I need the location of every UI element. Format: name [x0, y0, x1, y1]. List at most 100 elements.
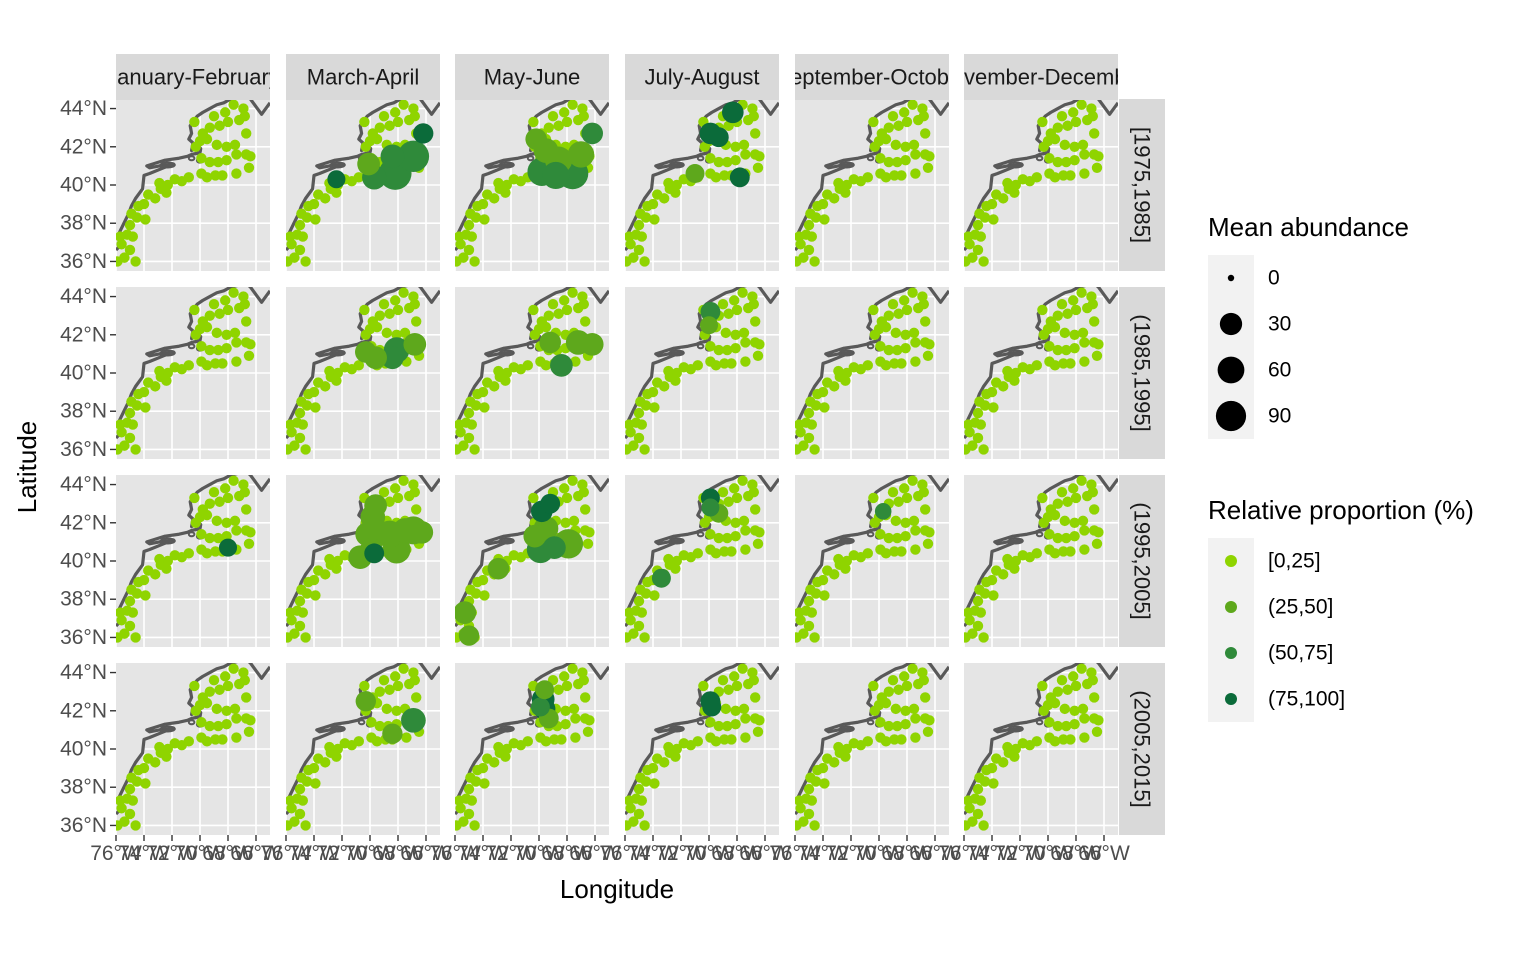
station-point — [162, 555, 173, 567]
x-tick-label: 74°W — [966, 842, 1018, 865]
station-point — [469, 820, 480, 831]
abundance-point — [685, 164, 705, 184]
island-outline — [1007, 161, 1024, 169]
y-tick-label: 38°N — [60, 400, 107, 423]
station-point — [243, 350, 255, 361]
station-point — [1031, 360, 1043, 371]
abundance-point — [525, 128, 547, 150]
station-point — [124, 783, 136, 795]
island-outline — [1035, 155, 1044, 162]
station-point — [1079, 525, 1090, 536]
station-point — [890, 703, 901, 715]
land-mass — [116, 287, 270, 438]
station-point — [241, 504, 252, 515]
station-point — [998, 757, 1009, 768]
station-point — [204, 122, 215, 133]
station-point — [907, 475, 918, 486]
station-point — [892, 720, 903, 732]
x-tick-label: 72°W — [994, 842, 1046, 865]
legend-color-label: [0,25] — [1268, 550, 1321, 573]
facet-panel — [455, 287, 609, 459]
x-axis-title: Longitude — [560, 874, 674, 904]
station-point — [875, 717, 886, 728]
abundance-point — [722, 101, 744, 124]
station-point — [1061, 344, 1072, 356]
facet-strips: [1975,1985] (1985,1995] (1995,2005] (2005,2… — [116, 54, 1165, 835]
station-point — [883, 156, 894, 168]
station-point — [920, 316, 931, 327]
station-point — [639, 632, 650, 643]
column-strip — [455, 54, 609, 100]
station-point — [1010, 367, 1021, 379]
station-point — [663, 553, 674, 565]
station-point — [988, 778, 999, 789]
station-point — [659, 193, 670, 204]
station-point — [359, 116, 370, 128]
station-point — [479, 214, 490, 225]
station-point — [978, 444, 989, 455]
station-point — [988, 590, 999, 601]
station-point — [649, 214, 660, 225]
station-point — [228, 287, 239, 298]
station-point — [633, 620, 645, 632]
station-point — [221, 154, 232, 166]
station-point — [803, 595, 815, 607]
x-tick-label: 68°W — [202, 842, 254, 865]
station-point — [647, 386, 659, 398]
facet-panel — [795, 663, 949, 835]
y-tick-label: 36°N — [60, 814, 107, 837]
station-point — [880, 548, 892, 559]
station-point — [162, 367, 173, 379]
row-strip-label: [1975,1985] — [1130, 127, 1155, 243]
station-point — [892, 344, 903, 356]
station-point — [310, 590, 321, 601]
station-point — [189, 492, 200, 504]
land-mass — [286, 287, 440, 438]
station-point — [868, 304, 879, 316]
island-outline — [696, 343, 705, 350]
station-point — [663, 741, 674, 753]
x-tick-label: 66°W — [230, 842, 282, 865]
abundance-point — [708, 127, 729, 148]
station-point — [1031, 736, 1043, 747]
station-point — [829, 381, 840, 392]
station-point — [817, 574, 829, 586]
station-point — [391, 329, 402, 340]
station-point — [408, 291, 419, 302]
x-tick-label: 66°W — [1078, 842, 1130, 865]
station-point — [501, 367, 512, 379]
station-point — [986, 574, 998, 586]
station-point — [138, 762, 150, 774]
station-point — [245, 339, 256, 350]
station-point — [130, 632, 141, 643]
island-outline — [526, 343, 535, 350]
station-point — [910, 525, 921, 536]
station-point — [1065, 546, 1076, 557]
station-point — [189, 680, 200, 692]
station-point — [124, 432, 136, 444]
station-point — [910, 168, 921, 179]
station-point — [577, 291, 588, 302]
x-tick-label: 70°W — [853, 842, 905, 865]
station-point — [809, 632, 820, 643]
station-point — [300, 820, 311, 831]
station-point — [398, 99, 409, 110]
station-point — [559, 671, 570, 682]
station-point — [124, 808, 136, 820]
station-point — [547, 299, 559, 310]
station-point — [140, 402, 151, 413]
station-point — [910, 337, 921, 348]
station-point — [332, 367, 343, 379]
station-point — [729, 483, 740, 494]
station-point — [833, 365, 844, 377]
station-point — [841, 743, 852, 755]
station-point — [560, 705, 571, 716]
station-point — [374, 720, 385, 732]
station-point — [975, 419, 986, 430]
station-point — [737, 475, 748, 486]
station-point — [204, 720, 215, 732]
station-point — [730, 141, 741, 152]
station-point — [1068, 107, 1079, 118]
station-point — [211, 703, 222, 715]
abundance-point — [729, 167, 750, 188]
